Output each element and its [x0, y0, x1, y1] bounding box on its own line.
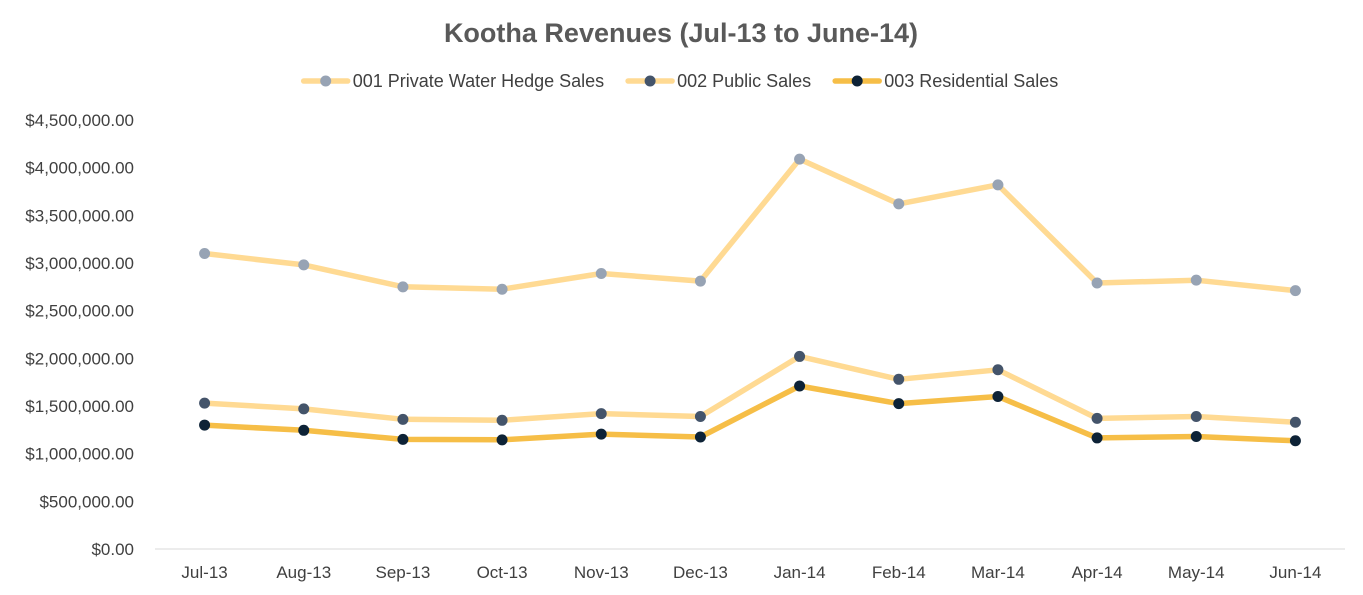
legend-item-3[interactable]: 003 Residential Sales: [832, 71, 1058, 91]
legend-swatch-marker: [320, 75, 332, 87]
series-2-point: [992, 364, 1004, 376]
legend: 001 Private Water Hedge Sales 002 Public …: [300, 71, 1058, 91]
series-1-point: [1190, 274, 1202, 286]
x-axis: Jul-13 Aug-13 Sep-13 Oct-13 Nov-13 Dec-13 Jan-…: [155, 548, 1345, 582]
chart-title: Kootha Revenues (Jul-13 to June-14): [444, 18, 918, 48]
series-1-point: [992, 179, 1004, 191]
series-3-point: [298, 424, 310, 436]
series-lines: [201, 156, 1299, 444]
series-3-point: [1091, 432, 1103, 444]
series-3-point: [794, 380, 806, 392]
series-markers: [199, 153, 1301, 447]
y-tick-label: $3,000,000.00: [25, 254, 134, 273]
x-tick-label: Nov-13: [574, 563, 629, 582]
series-3-point: [199, 419, 211, 431]
series-3-point: [397, 433, 409, 445]
x-tick-label: Oct-13: [477, 563, 528, 582]
y-tick-label: $4,000,000.00: [25, 159, 134, 178]
series-1-point: [694, 275, 706, 287]
series-3-point: [595, 428, 607, 440]
series-1-point: [1289, 285, 1301, 297]
legend-swatch-marker: [644, 75, 656, 87]
legend-label: 002 Public Sales: [677, 71, 811, 91]
series-3-point: [992, 390, 1004, 402]
series-3-point: [1289, 435, 1301, 447]
series-2-point: [595, 408, 607, 420]
series-1-point: [199, 247, 211, 259]
series-3-point: [893, 398, 905, 410]
series-1-point: [1091, 277, 1103, 289]
x-tick-label: Dec-13: [673, 563, 728, 582]
series-1-point: [595, 267, 607, 279]
legend-label: 001 Private Water Hedge Sales: [353, 71, 604, 91]
y-tick-label: $1,500,000.00: [25, 397, 134, 416]
series-1-point: [893, 198, 905, 210]
y-tick-label: $2,000,000.00: [25, 349, 134, 368]
series-2-point: [694, 410, 706, 422]
series-2-point: [298, 403, 310, 415]
series-3-point: [1190, 431, 1202, 443]
y-tick-label: $1,000,000.00: [25, 445, 134, 464]
series-2-point: [199, 397, 211, 409]
legend-item-1[interactable]: 001 Private Water Hedge Sales: [300, 71, 604, 91]
x-tick-label: Aug-13: [276, 563, 331, 582]
x-tick-label: Jan-14: [774, 563, 826, 582]
y-tick-label: $2,500,000.00: [25, 302, 134, 321]
legend-label: 003 Residential Sales: [884, 71, 1058, 91]
legend-item-2[interactable]: 002 Public Sales: [625, 71, 811, 91]
series-1-point: [496, 283, 508, 295]
y-tick-label: $500,000.00: [39, 492, 134, 511]
x-tick-label: May-14: [1168, 563, 1225, 582]
legend-swatch-marker: [851, 75, 863, 87]
series-2-point: [1190, 410, 1202, 422]
x-tick-label: Apr-14: [1072, 563, 1123, 582]
x-tick-label: Jul-13: [181, 563, 227, 582]
x-tick-label: Jun-14: [1269, 563, 1321, 582]
series-1-point: [397, 281, 409, 293]
y-tick-label: $0.00: [91, 540, 134, 559]
series-1-point: [794, 153, 806, 165]
series-2-point: [397, 413, 409, 425]
series-2-point: [794, 350, 806, 362]
y-axis: $0.00 $500,000.00 $1,000,000.00 $1,500,000.…: [25, 111, 134, 559]
x-tick-label: Feb-14: [872, 563, 926, 582]
y-tick-label: $3,500,000.00: [25, 206, 134, 225]
series-2-point: [1091, 412, 1103, 424]
series-line-3: [201, 383, 1299, 444]
series-2-point: [496, 414, 508, 426]
series-line-2: [201, 353, 1299, 425]
series-2-point: [893, 373, 905, 385]
series-line-1: [201, 156, 1299, 294]
x-tick-label: Sep-13: [376, 563, 431, 582]
series-3-point: [496, 434, 508, 446]
series-3-point: [694, 431, 706, 443]
series-1-point: [298, 259, 310, 271]
x-tick-label: Mar-14: [971, 563, 1025, 582]
y-tick-label: $4,500,000.00: [25, 111, 134, 130]
series-2-point: [1289, 416, 1301, 428]
